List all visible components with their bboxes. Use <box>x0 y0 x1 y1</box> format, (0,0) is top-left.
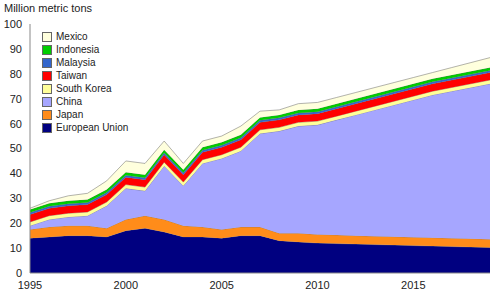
html-text:Indonesia: Indonesia <box>56 44 100 55</box>
svg-text:90: 90 <box>10 43 22 55</box>
html-text:South Korea: South Korea <box>56 83 112 94</box>
svg-text:100: 100 <box>8 18 22 30</box>
svg-text:10: 10 <box>10 242 22 254</box>
svg-text:70: 70 <box>10 93 22 105</box>
html-text:China: China <box>56 96 83 107</box>
svg-text:2005: 2005 <box>209 279 233 291</box>
html-text:Japan: Japan <box>56 109 84 120</box>
svg-text:30: 30 <box>10 192 22 204</box>
svg-text:2015: 2015 <box>401 279 425 291</box>
svg-text:2000: 2000 <box>114 279 138 291</box>
html-text:Taiwan: Taiwan <box>56 70 88 81</box>
html-text:Mexico: Mexico <box>56 31 88 42</box>
html-text:Million metric tons: Million metric tons <box>4 2 92 14</box>
svg-text:1995: 1995 <box>18 279 42 291</box>
svg-text:80: 80 <box>10 68 22 80</box>
svg-text:50: 50 <box>10 142 22 154</box>
svg-text:2010: 2010 <box>305 279 329 291</box>
svg-text:40: 40 <box>10 167 22 179</box>
html-text:Malaysia: Malaysia <box>56 57 96 68</box>
svg-text:20: 20 <box>10 217 22 229</box>
html-text:European Union: European Union <box>56 122 129 133</box>
svg-text:60: 60 <box>10 118 22 130</box>
svg-text:0: 0 <box>16 267 22 279</box>
